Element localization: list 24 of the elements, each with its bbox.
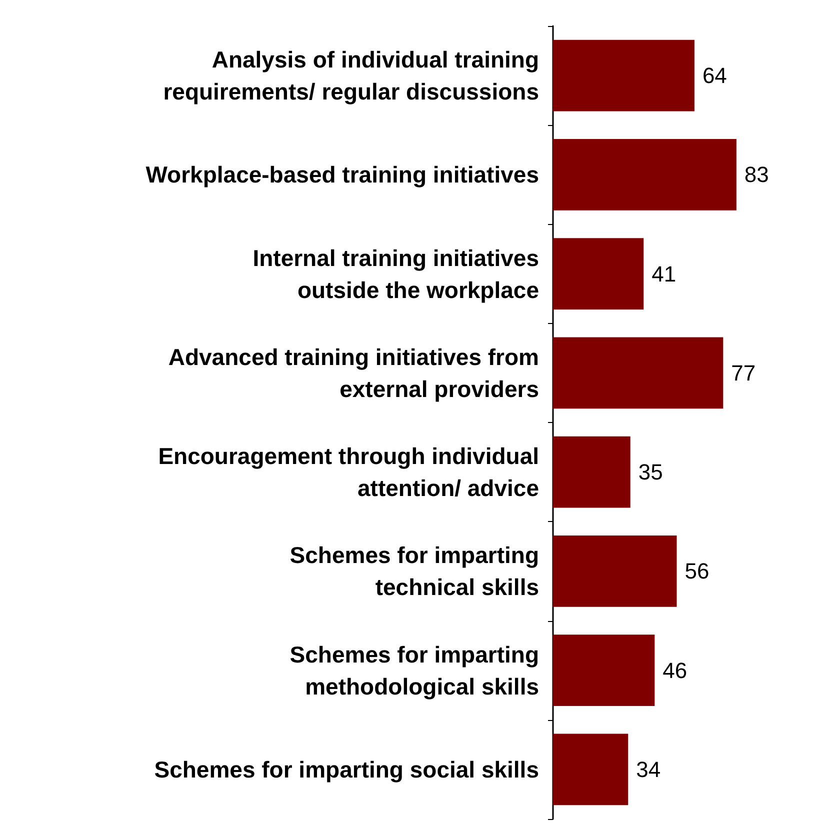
bar xyxy=(553,536,677,607)
y-tick-label: Encouragement through individual attention/ advice xyxy=(158,443,539,502)
data-label: 64 xyxy=(702,63,727,88)
bar xyxy=(553,634,655,706)
data-label: 46 xyxy=(662,658,688,683)
bar xyxy=(553,139,736,210)
bar xyxy=(553,436,630,508)
y-tick-label: Schemes for imparting social skills xyxy=(154,756,539,782)
y-tick-label: Internal training initiatives outside the workplace xyxy=(252,244,539,303)
y-tick-label: Schemes for imparting technical skills xyxy=(290,542,539,600)
bar xyxy=(553,337,724,409)
y-tick-label: Advanced training initiatives from external providers xyxy=(168,344,539,402)
data-label: 83 xyxy=(744,162,769,188)
y-tick-label: Analysis of individual training requirements/ regular discussions xyxy=(163,46,539,105)
y-tick-label: Schemes for imparting methodological skills xyxy=(290,641,539,700)
data-label: 77 xyxy=(731,360,756,386)
data-label: 56 xyxy=(684,558,710,584)
data-label: 41 xyxy=(652,261,676,286)
bar xyxy=(553,734,628,806)
bar xyxy=(553,238,644,310)
bar xyxy=(553,40,694,112)
data-label: 35 xyxy=(638,460,663,485)
data-label: 34 xyxy=(636,756,661,782)
y-tick-label: Workplace-based training initiatives xyxy=(146,162,539,188)
